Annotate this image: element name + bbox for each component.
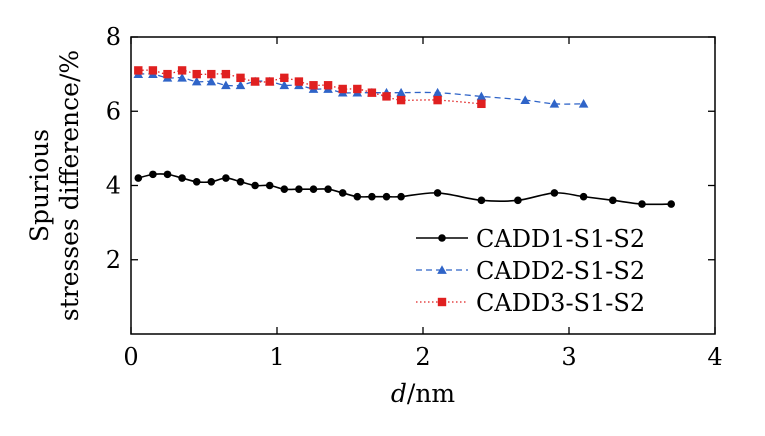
series-1-point-14 <box>338 189 347 197</box>
series-1-point-10 <box>280 185 289 194</box>
series-1-point-25 <box>638 200 646 208</box>
y-axis-label-line1: Spurious <box>25 129 54 242</box>
series-1-line <box>138 173 672 206</box>
y-tick-label-3: 8 <box>106 23 121 51</box>
series-2-point-20 <box>476 91 487 101</box>
series-3-point-13 <box>323 81 333 90</box>
series-3-point-9 <box>265 77 274 86</box>
series-1-point-24 <box>609 196 617 205</box>
series-3-point-12 <box>309 81 318 90</box>
series-1-point-5 <box>207 177 216 186</box>
series-1-point-17 <box>382 192 391 201</box>
y-axis-label-line2: stresses difference/% <box>55 50 84 321</box>
series-2-line <box>138 73 584 105</box>
series-3-point-2 <box>163 69 172 79</box>
legend: CADD1-S1-S2 CADD2-S1-S2 CADD3-S1-S2 <box>416 225 645 317</box>
legend-item-1: CADD1-S1-S2 <box>416 225 645 253</box>
series-1-point-18 <box>397 192 405 201</box>
series-1-point-20 <box>477 196 486 205</box>
series-1-point-19 <box>433 189 442 197</box>
series-1-point-0 <box>134 174 143 182</box>
series-1-point-22 <box>550 189 559 197</box>
series-1-point-1 <box>149 170 157 179</box>
series-3-point-4 <box>192 69 201 79</box>
series-1-point-11 <box>295 185 303 194</box>
series-3-point-10 <box>280 73 289 83</box>
legend-label-2: CADD2-S1-S2 <box>476 257 645 285</box>
series-1-point-12 <box>309 185 318 194</box>
series-layer <box>133 66 675 208</box>
series-3-point-14 <box>338 84 347 94</box>
series-3-point-11 <box>294 77 304 86</box>
legend-item-3: CADD3-S1-S2 <box>416 289 645 317</box>
series-1-point-2 <box>163 170 172 179</box>
series-3-point-17 <box>382 92 391 101</box>
series-2-point-4 <box>191 76 202 86</box>
x-tick-label-0: 0 <box>123 343 138 371</box>
series-3-point-18 <box>396 95 406 105</box>
series-3-point-1 <box>148 66 158 75</box>
series-1-point-15 <box>353 192 362 201</box>
series-3-point-3 <box>177 66 187 75</box>
series-1-point-21 <box>514 196 522 205</box>
series-2-point-10 <box>279 80 290 90</box>
legend-marker-1 <box>438 234 446 242</box>
series-2-point-19 <box>432 87 443 97</box>
series-1-point-13 <box>324 185 332 194</box>
series-3-point-0 <box>134 66 143 75</box>
series-3-point-15 <box>353 84 362 94</box>
series-1-point-26 <box>667 200 675 208</box>
series-2-point-23 <box>578 99 589 108</box>
x-tick-label-1: 1 <box>269 343 284 371</box>
series-2-point-22 <box>549 99 560 108</box>
legend-label-3: CADD3-S1-S2 <box>476 289 645 317</box>
series-1-point-16 <box>368 192 376 201</box>
x-axis-label-italic: d <box>391 379 407 408</box>
x-axis-label-unit: /nm <box>407 379 456 408</box>
x-tick-label-2: 2 <box>415 343 430 371</box>
series-3-point-16 <box>367 88 377 97</box>
legend-marker-2 <box>437 265 447 274</box>
series-3-point-19 <box>433 95 442 105</box>
series-2-point-7 <box>235 80 246 90</box>
legend-marker-3 <box>437 297 447 307</box>
y-tick-label-1: 4 <box>106 172 121 200</box>
series-2-point-21 <box>520 95 530 104</box>
series-3-point-20 <box>477 99 486 109</box>
series-2-point-3 <box>177 73 187 82</box>
axes: 0 1 2 3 4 2 4 6 8 <box>106 23 723 371</box>
series-1-point-23 <box>579 192 588 201</box>
series-1-point-9 <box>265 181 274 190</box>
x-tick-label-4: 4 <box>707 343 722 371</box>
series-3 <box>134 66 486 109</box>
x-tick-label-3: 3 <box>561 343 576 371</box>
series-3-point-8 <box>250 77 260 86</box>
series-2-point-5 <box>206 76 217 86</box>
series-3-point-7 <box>236 73 245 83</box>
y-tick-label-2: 6 <box>106 97 121 125</box>
series-1-point-4 <box>192 177 201 186</box>
y-axis-label: Spurious stresses difference/% <box>25 50 84 321</box>
y-tick-label-0: 2 <box>106 246 121 274</box>
legend-item-2: CADD2-S1-S2 <box>416 257 645 285</box>
series-1-point-6 <box>222 174 230 182</box>
series-2-point-18 <box>396 87 406 97</box>
series-3-point-5 <box>207 69 216 79</box>
series-1-point-8 <box>251 181 259 190</box>
series-3-point-6 <box>221 69 231 79</box>
series-1 <box>134 170 675 208</box>
x-axis-label: d/nm <box>391 379 456 408</box>
series-1-point-3 <box>178 174 186 182</box>
series-2-point-6 <box>221 80 231 90</box>
series-1-point-7 <box>236 177 245 186</box>
legend-label-1: CADD1-S1-S2 <box>476 225 645 253</box>
